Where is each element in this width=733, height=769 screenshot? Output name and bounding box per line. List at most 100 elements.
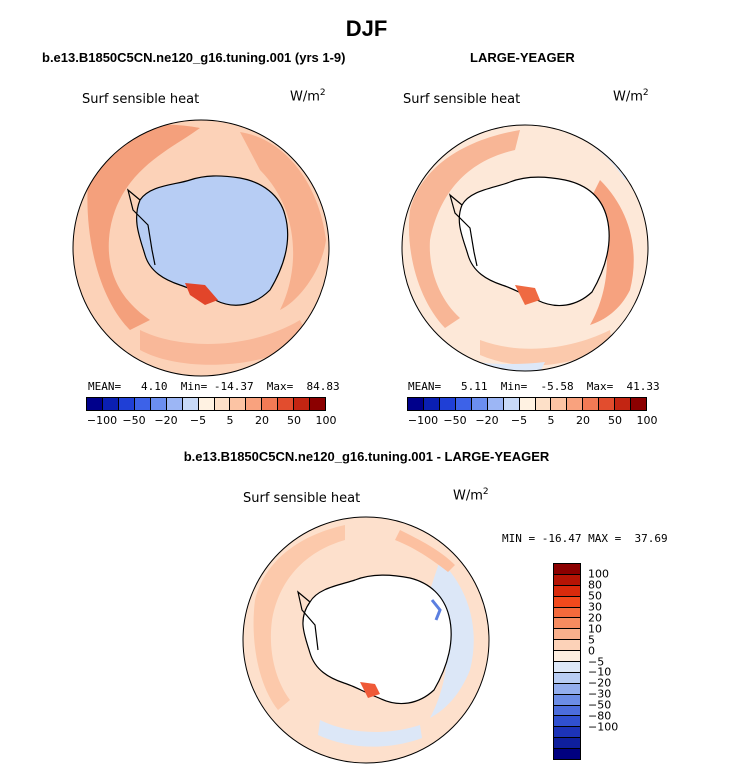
panel-2-stats: MEAN= 5.11 Min= -5.58 Max= 41.33 — [408, 380, 660, 393]
colorbar-swatch — [554, 727, 580, 739]
panel-2-units: W/m2 — [613, 88, 649, 105]
colorbar-tick-label: −80 — [588, 709, 612, 723]
colorbar-tick-label: 20 — [576, 414, 590, 427]
map-2-border — [401, 124, 649, 372]
colorbar-tick-label: 20 — [588, 611, 602, 625]
colorbar-tick-label: −50 — [588, 698, 612, 712]
colorbar-swatch — [554, 607, 580, 619]
panel-1-subtitle: b.e13.B1850C5CN.ne120_g16.tuning.001 (yr… — [42, 50, 346, 65]
colorbar-swatch — [554, 694, 580, 706]
colorbar-swatch — [599, 398, 616, 410]
panel-3-subtitle: b.e13.B1850C5CN.ne120_g16.tuning.001 - L… — [183, 449, 550, 464]
figure-title: DJF — [345, 16, 388, 41]
colorbar-swatch — [310, 398, 326, 410]
colorbar-swatch — [471, 398, 488, 410]
colorbar-tick-label: −30 — [588, 687, 612, 701]
colorbar-swatch — [246, 398, 263, 410]
colorbar-swatch — [102, 398, 119, 410]
colorbar-swatch — [567, 398, 584, 410]
colorbar-swatch — [423, 398, 440, 410]
panel-1-variable: Surf sensible heat — [82, 92, 200, 107]
colorbar-tick-label: −5 — [510, 414, 528, 427]
panel-2-variable: Surf sensible heat — [403, 92, 521, 107]
colorbar-tick-label: −10 — [588, 665, 612, 679]
colorbar-tick-label: 100 — [636, 414, 658, 427]
colorbar-swatch — [182, 398, 199, 410]
colorbar-tick-label: 5 — [588, 633, 595, 647]
colorbar-swatch — [554, 705, 580, 717]
map-1 — [73, 120, 329, 376]
panel-2-subtitle: LARGE-YEAGER — [470, 50, 575, 65]
colorbar-swatch — [631, 398, 647, 410]
colorbar-swatch — [150, 398, 167, 410]
colorbar-swatch — [554, 596, 580, 608]
colorbar-tick-label: −50 — [122, 414, 146, 427]
colorbar-swatch — [134, 398, 151, 410]
colorbar-tick-label: −20 — [154, 414, 178, 427]
colorbar-swatch — [615, 398, 632, 410]
colorbar-swatch — [87, 398, 103, 410]
colorbar-2 — [407, 397, 647, 411]
map-1-border — [72, 119, 330, 377]
colorbar-swatch — [554, 564, 580, 575]
colorbar-tick-label: 30 — [588, 600, 602, 614]
colorbar-swatch — [554, 585, 580, 597]
colorbar-1 — [86, 397, 326, 411]
colorbar-tick-label: −20 — [588, 676, 612, 690]
colorbar-tick-label: −100 — [407, 414, 439, 427]
colorbar-swatch — [554, 574, 580, 586]
colorbar-tick-label: 50 — [588, 589, 602, 603]
colorbar-swatch — [278, 398, 295, 410]
colorbar-tick-label: 5 — [547, 414, 555, 427]
colorbar-tick-label: 100 — [588, 567, 609, 581]
colorbar-swatch — [551, 398, 568, 410]
colorbar-swatch — [554, 683, 580, 695]
colorbar-tick-label: −5 — [189, 414, 207, 427]
colorbar-swatch — [198, 398, 215, 410]
panel-3-variable: Surf sensible heat — [243, 491, 361, 506]
colorbar-swatch — [554, 651, 580, 663]
colorbar-swatch — [503, 398, 520, 410]
colorbar-swatch — [583, 398, 600, 410]
colorbar-swatch — [554, 749, 580, 760]
map-2 — [402, 125, 648, 371]
colorbar-swatch — [214, 398, 231, 410]
panel-3-units: W/m2 — [453, 487, 489, 504]
colorbar-swatch — [554, 738, 580, 750]
colorbar-tick-label: 5 — [226, 414, 234, 427]
colorbar-tick-label: −5 — [588, 655, 605, 668]
colorbar-swatch — [554, 629, 580, 641]
colorbar-swatch — [166, 398, 183, 410]
colorbar-swatch — [439, 398, 456, 410]
colorbar-tick-label: 20 — [255, 414, 269, 427]
colorbar-swatch — [554, 672, 580, 684]
colorbar-swatch — [294, 398, 311, 410]
colorbar-3 — [553, 563, 581, 760]
map-3-border — [242, 516, 490, 764]
colorbar-tick-label: 50 — [287, 414, 301, 427]
colorbar-swatch — [262, 398, 279, 410]
colorbar-swatch — [118, 398, 135, 410]
map-3 — [243, 517, 489, 763]
colorbar-tick-label: −100 — [588, 720, 619, 734]
colorbar-tick-label: 50 — [608, 414, 622, 427]
colorbar-swatch — [554, 716, 580, 728]
panel-1-units: W/m2 — [290, 88, 326, 105]
colorbar-swatch — [554, 618, 580, 630]
colorbar-swatch — [554, 662, 580, 673]
colorbar-swatch — [519, 398, 536, 410]
colorbar-swatch — [230, 398, 247, 410]
colorbar-swatch — [535, 398, 552, 410]
colorbar-tick-label: 100 — [315, 414, 337, 427]
panel-3-stats: MIN = -16.47 MAX = 37.69 — [502, 532, 668, 545]
colorbar-tick-label: 0 — [588, 644, 595, 658]
panel-1-stats: MEAN= 4.10 Min= -14.37 Max= 84.83 — [88, 380, 340, 393]
colorbar-swatch — [554, 640, 580, 652]
colorbar-swatch — [487, 398, 504, 410]
colorbar-tick-label: −100 — [86, 414, 118, 427]
colorbar-tick-label: −50 — [443, 414, 467, 427]
colorbar-swatch — [455, 398, 472, 410]
colorbar-swatch — [408, 398, 424, 410]
colorbar-tick-label: 80 — [588, 578, 602, 592]
